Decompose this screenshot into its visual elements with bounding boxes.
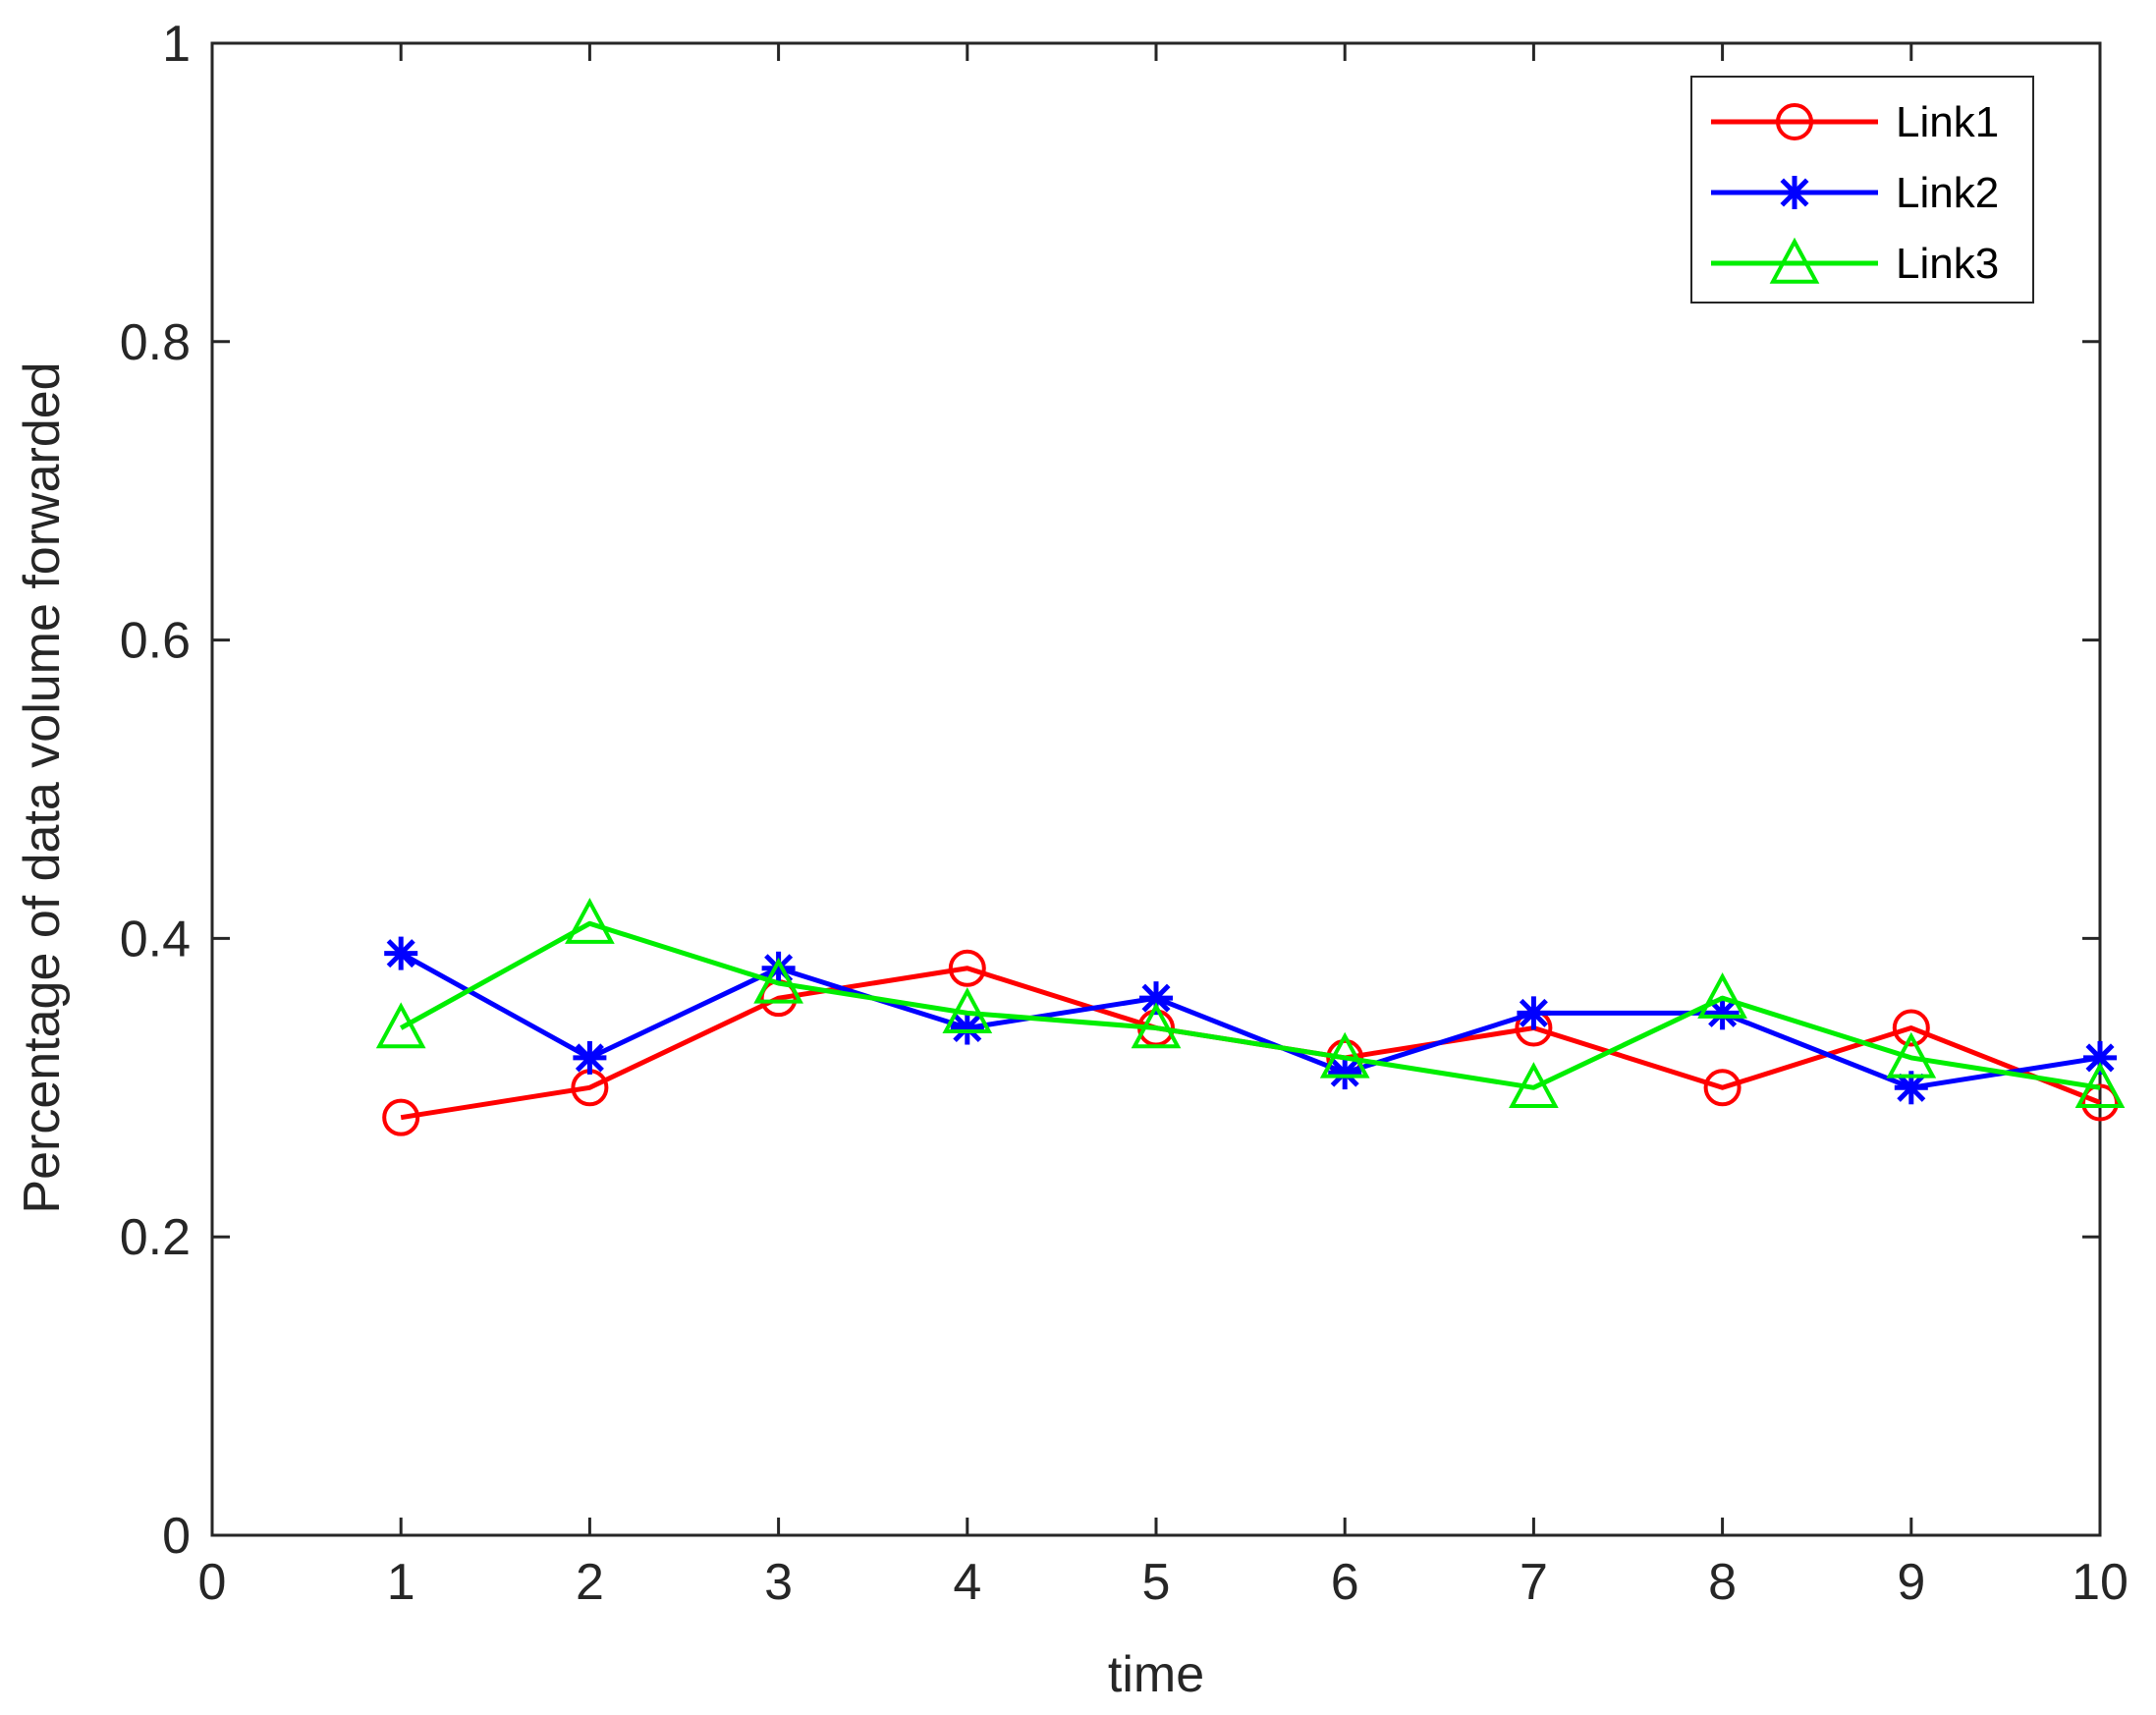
- legend-label: Link3: [1896, 240, 1999, 288]
- data-point-link2: [573, 1040, 607, 1075]
- x-tick-label: 0: [198, 1554, 227, 1611]
- data-point-link2: [1517, 996, 1551, 1030]
- y-tick-label: 0: [162, 1508, 191, 1565]
- y-tick-label: 0.6: [120, 613, 191, 670]
- x-tick-label: 9: [1897, 1554, 1925, 1611]
- series-link3: [375, 898, 2126, 1108]
- data-point-link2: [950, 1011, 984, 1045]
- data-point-link1: [1892, 1009, 1930, 1047]
- legend-item-link3: Link3: [1711, 237, 1999, 288]
- legend-marker: [1776, 103, 1813, 140]
- data-point-link2: [2083, 1040, 2117, 1075]
- x-tick-label: 4: [953, 1554, 981, 1611]
- data-point-link2: [1328, 1056, 1362, 1090]
- y-axis-ticks: 0 0.2 0.4 0.6 0.8 1: [120, 16, 2100, 1565]
- data-point-link3: [1697, 971, 1747, 1019]
- x-tick-label: 2: [576, 1554, 604, 1611]
- series-link2: [384, 936, 2117, 1105]
- series-line-link3: [399, 920, 2101, 1090]
- y-tick-label: 1: [162, 16, 191, 73]
- data-point-link3: [1886, 1031, 1937, 1079]
- data-point-link3: [753, 957, 803, 1004]
- legend-item-link1: Link1: [1711, 98, 1999, 146]
- x-tick-label: 10: [2072, 1554, 2128, 1611]
- legend-item-link2: Link2: [1711, 169, 1999, 217]
- legend-marker: [1769, 237, 1820, 284]
- y-tick-label: 0.2: [120, 1209, 191, 1266]
- x-tick-label: 3: [764, 1554, 793, 1611]
- x-tick-label: 7: [1520, 1554, 1548, 1611]
- data-point-link3: [942, 987, 993, 1034]
- x-tick-label: 5: [1142, 1554, 1171, 1611]
- y-tick-label: 0.4: [120, 911, 191, 968]
- data-point-link3: [1509, 1062, 1559, 1108]
- y-tick-label: 0.8: [120, 314, 191, 371]
- legend-label: Link1: [1896, 98, 1999, 146]
- data-point-link3: [1319, 1031, 1370, 1079]
- legend-label: Link2: [1896, 169, 1999, 217]
- x-tick-label: 8: [1708, 1554, 1737, 1611]
- x-axis-ticks: 0 1 2 3 4 5 6 7 8 9 10: [198, 43, 2128, 1611]
- x-axis-label: time: [1108, 1646, 1204, 1703]
- series-group: [375, 898, 2126, 1136]
- legend-marker: [1778, 176, 1811, 209]
- x-tick-label: 1: [387, 1554, 415, 1611]
- legend: Link1 Link2 Link3: [1690, 76, 2034, 304]
- data-point-link1: [382, 1098, 420, 1136]
- data-point-link3: [375, 1002, 426, 1049]
- data-point-link2: [384, 936, 418, 970]
- data-point-link3: [1131, 1002, 1182, 1049]
- data-point-link1: [1703, 1069, 1741, 1107]
- data-point-link3: [2074, 1062, 2126, 1108]
- data-point-link1: [948, 949, 986, 987]
- series-line-link2: [399, 951, 2101, 1090]
- x-tick-label: 6: [1331, 1554, 1359, 1611]
- y-axis-label: Percentage of data volume forwarded: [14, 361, 71, 1213]
- data-point-link3: [565, 898, 615, 944]
